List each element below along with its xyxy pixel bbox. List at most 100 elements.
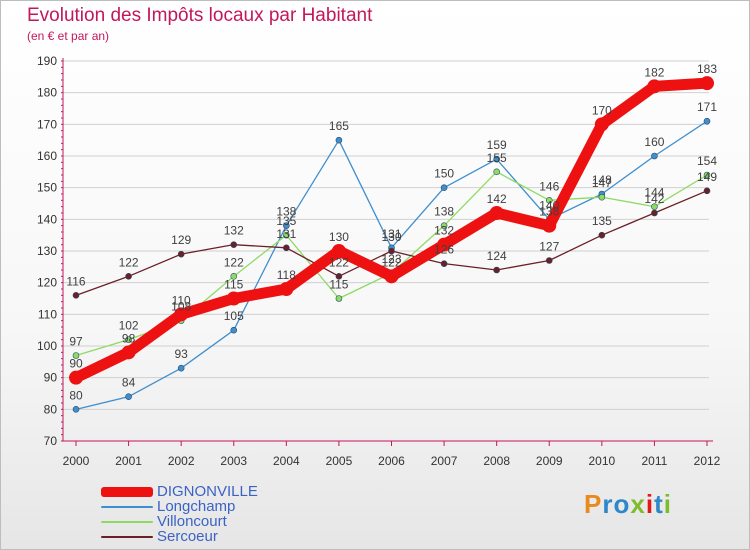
line-chart: 70 80 90 100 110 120 130 140 150 160 170 180 190 2000… [37,54,721,468]
data-label: 138 [434,205,454,219]
x-tick-label: 2008 [483,454,510,468]
data-point [125,273,132,280]
data-point [703,117,711,125]
data-label: 165 [329,119,349,133]
x-tick-label: 2010 [588,454,615,468]
y-tick-label: 150 [37,181,57,195]
x-tick-label: 2009 [536,454,563,468]
legend-swatch [101,505,153,508]
legend-label: Sercoeur [157,528,218,545]
data-label: 122 [224,255,244,269]
data-label: 142 [487,192,507,206]
legend-item: Villoncourt [101,514,258,529]
x-tick-label: 2012 [694,454,721,468]
data-label: 122 [329,255,349,269]
data-label: 140 [539,198,559,212]
data-point [335,136,343,144]
data-point [125,336,132,343]
data-label: 132 [434,224,454,238]
data-point [384,269,399,284]
y-tick-label: 70 [44,434,58,448]
data-point [283,222,290,229]
grid-lines [63,60,709,442]
data-label: 105 [224,309,244,323]
data-point [121,345,136,360]
data-label: 98 [122,331,136,345]
x-tick-label: 2005 [326,454,353,468]
x-tick-label: 2007 [431,454,458,468]
y-tick-label: 190 [37,54,57,68]
x-tick-label: 2006 [378,454,405,468]
legend-swatch [101,535,153,538]
data-point [72,292,80,299]
chart-subtitle: (en € et par an) [27,29,110,43]
y-tick-label: 100 [37,339,57,353]
y-tick-label: 170 [37,117,57,131]
legend-swatch [101,486,153,497]
data-point [700,76,714,91]
data-label: 144 [644,186,664,200]
data-label: 84 [122,376,136,390]
x-tick-label: 2000 [63,454,90,468]
data-label: 124 [487,249,507,263]
data-label: 148 [592,173,612,187]
x-tick-label: 2001 [115,454,142,468]
data-label: 138 [539,205,559,219]
data-label: 170 [592,103,612,117]
value-labels: 90 98 110 115 118 130 122 132 142 138 170 182 183 80 8… [66,62,717,402]
series-layer [69,76,714,413]
data-point [72,352,80,359]
data-label: 135 [276,214,296,228]
y-tick-label: 90 [44,371,58,385]
data-point [226,291,241,306]
data-point [177,250,185,258]
data-point [388,247,395,255]
y-tick-label: 130 [37,244,57,258]
data-label: 116 [66,274,85,288]
data-label: 154 [697,154,717,168]
legend-label: Longchamp [157,498,236,515]
data-point [598,231,606,239]
legend-label: Villoncourt [157,513,227,530]
data-point [230,326,238,334]
y-tick-label: 160 [37,149,57,163]
data-label: 129 [171,233,191,247]
data-label: 131 [276,227,296,241]
data-point [283,231,290,239]
data-label: 127 [539,240,559,254]
data-label: 97 [69,335,83,349]
data-point [651,209,658,217]
data-point [542,218,557,233]
data-label: 93 [174,347,188,361]
logo-letter: i [645,489,655,519]
x-tick-label: 2004 [273,454,300,468]
data-point [703,187,711,195]
data-label: 122 [381,255,401,269]
data-point [279,282,294,296]
data-point [177,364,185,372]
y-tick-label: 140 [37,212,57,226]
data-point [69,370,83,385]
data-point [651,152,658,160]
data-label: 130 [329,230,349,244]
data-label: 108 [171,300,191,314]
data-label: 118 [277,268,296,282]
legend-swatch [101,520,153,523]
logo-letter: P [584,489,603,519]
data-point [594,117,609,132]
data-label: 115 [329,278,348,292]
legend-item: Sercoeur [101,529,258,544]
data-point [230,241,238,248]
data-point [651,203,658,210]
legend: DIGNONVILLE Longchamp Villoncourt Sercoeur [101,484,258,544]
data-point [437,237,452,252]
data-label: 183 [697,62,717,76]
data-label: 160 [644,135,664,149]
data-label: 115 [224,278,243,292]
logo-letter: o [613,489,631,519]
data-label: 171 [697,100,717,114]
data-point [283,244,290,252]
data-label: 131 [381,227,401,241]
data-point [493,155,500,163]
